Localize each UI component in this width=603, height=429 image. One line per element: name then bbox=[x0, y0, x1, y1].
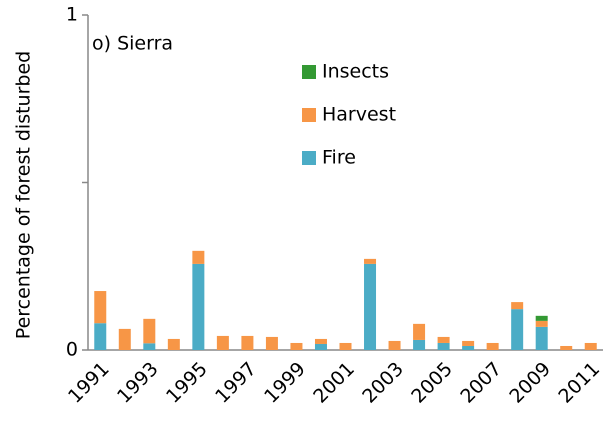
bar-segment bbox=[437, 342, 450, 350]
bar-segment bbox=[364, 258, 377, 264]
x-tick-label: 1991 bbox=[64, 358, 114, 408]
x-tick-label: 2007 bbox=[456, 358, 506, 408]
bar-segment bbox=[339, 342, 352, 350]
bar-segment bbox=[241, 335, 254, 350]
legend-swatch bbox=[302, 108, 316, 122]
x-tick-label: 1995 bbox=[162, 358, 212, 408]
bar-segment bbox=[413, 339, 426, 350]
bar-segment bbox=[486, 342, 499, 350]
y-tick-label: 1 bbox=[66, 4, 78, 26]
bar-segment bbox=[192, 250, 205, 264]
bar-segment bbox=[118, 328, 131, 350]
chart-title: o) Sierra bbox=[92, 33, 173, 55]
bar-segment bbox=[314, 338, 327, 344]
y-axis-label: Percentage of forest disturbed bbox=[13, 51, 35, 339]
legend-swatch bbox=[302, 65, 316, 79]
bar-segment bbox=[462, 340, 475, 346]
bar-segment bbox=[535, 326, 548, 350]
bar-segment bbox=[535, 320, 548, 327]
bar-segment bbox=[584, 342, 597, 350]
x-tick-label: 2009 bbox=[505, 358, 555, 408]
bar-segment bbox=[167, 338, 180, 350]
x-tick-label: 2005 bbox=[407, 358, 457, 408]
x-tick-label: 2003 bbox=[358, 358, 408, 408]
bar-segment bbox=[192, 263, 205, 350]
bar-segment bbox=[413, 323, 426, 340]
bar-segment bbox=[265, 336, 278, 350]
bar-segment bbox=[216, 335, 229, 350]
bar-segment bbox=[462, 345, 475, 350]
legend-label: Fire bbox=[322, 147, 356, 169]
legend-swatch bbox=[302, 151, 316, 165]
bar-segment bbox=[560, 345, 573, 350]
bar-segment bbox=[437, 336, 450, 343]
x-tick-label: 1999 bbox=[260, 358, 310, 408]
bar-segment bbox=[388, 340, 401, 350]
legend-label: Harvest bbox=[322, 104, 396, 126]
x-tick-label: 1997 bbox=[211, 358, 261, 408]
legend-label: Insects bbox=[322, 61, 389, 83]
bar-segment bbox=[290, 342, 303, 350]
bar-segment bbox=[364, 263, 377, 350]
bar-segment bbox=[143, 343, 156, 350]
bar-segment bbox=[511, 309, 524, 350]
bar-segment bbox=[94, 291, 107, 324]
x-tick-label: 2011 bbox=[554, 358, 603, 408]
bar-segment bbox=[314, 343, 327, 350]
x-tick-label: 1993 bbox=[113, 358, 163, 408]
bar-segment bbox=[511, 302, 524, 310]
bar-segment bbox=[535, 315, 548, 321]
bar-segment bbox=[143, 318, 156, 344]
x-tick-label: 2001 bbox=[309, 358, 359, 408]
y-tick-label: 0 bbox=[66, 339, 78, 361]
bar-segment bbox=[94, 323, 107, 350]
